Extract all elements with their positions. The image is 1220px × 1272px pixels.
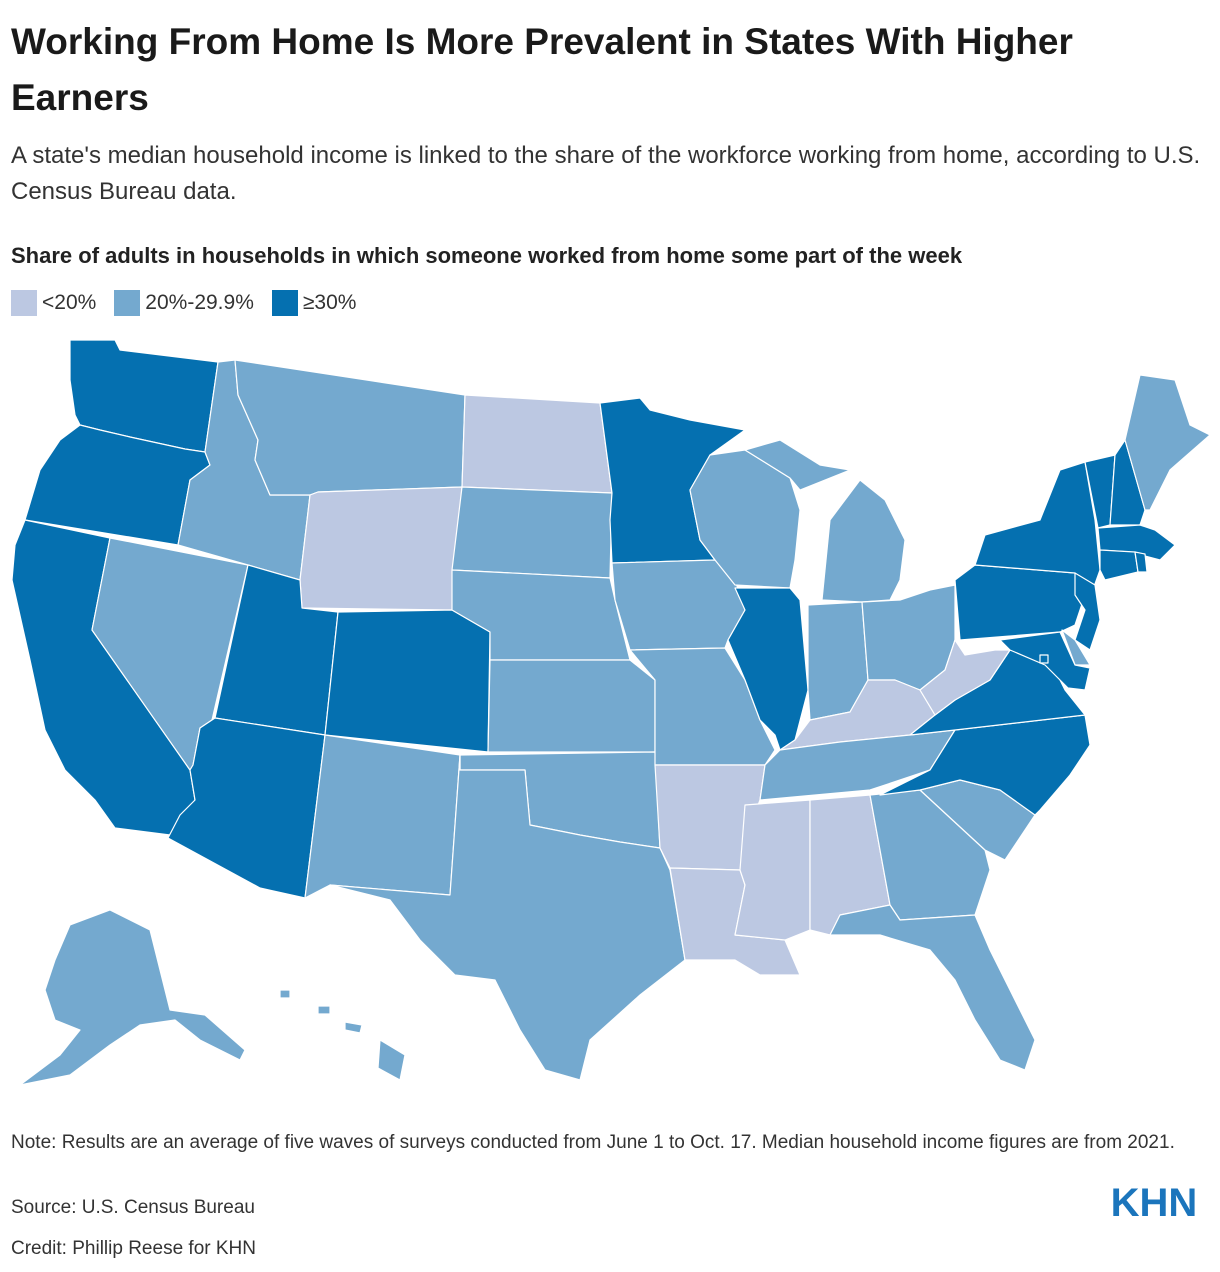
footnote: Note: Results are an average of five wav… <box>11 1132 1175 1153</box>
chart-title: Working From Home Is More Prevalent in S… <box>11 21 1073 118</box>
state-KS[interactable] <box>487 659 656 753</box>
state-AK[interactable] <box>19 909 246 1086</box>
state-MI[interactable] <box>744 439 906 603</box>
us-choropleth-map <box>11 339 1211 1086</box>
state-MS[interactable] <box>734 799 811 941</box>
credit-line: Credit: Phillip Reese for KHN <box>11 1238 256 1259</box>
state-CO[interactable] <box>324 609 491 753</box>
legend-item-mid: 20%-29.9% <box>114 290 254 316</box>
legend-item-low: <20% <box>11 290 96 316</box>
khn-logo-icon[interactable]: KHN <box>1108 1183 1200 1221</box>
state-FL[interactable] <box>829 904 1036 1071</box>
state-PA[interactable] <box>954 564 1086 641</box>
state-DC[interactable] <box>1039 654 1049 664</box>
state-SD[interactable] <box>451 486 613 579</box>
state-ND[interactable] <box>461 394 613 494</box>
legend-label-high: ≥30% <box>302 291 357 314</box>
source-line: Source: U.S. Census Bureau <box>11 1197 255 1218</box>
legend-label-low: <20% <box>42 291 97 314</box>
map-heading: Share of adults in households in which s… <box>11 243 963 268</box>
state-WI[interactable] <box>689 449 801 589</box>
state-NJ[interactable] <box>1074 572 1101 651</box>
state-CT[interactable] <box>1099 549 1139 581</box>
state-ME[interactable] <box>1124 374 1211 511</box>
legend-item-high: ≥30% <box>271 290 357 316</box>
state-HI[interactable] <box>279 989 406 1081</box>
chart-subtitle: A state's median household income is lin… <box>11 142 1201 205</box>
state-DE[interactable] <box>1061 629 1091 666</box>
legend: <20% 20%-29.9% ≥30% <box>11 290 374 316</box>
state-WY[interactable] <box>299 486 463 611</box>
legend-swatch-low-icon <box>11 290 37 316</box>
state-IL[interactable] <box>727 587 809 751</box>
legend-swatch-high-icon <box>271 290 298 316</box>
state-MO[interactable] <box>629 647 776 766</box>
khn-logo-text: KHN <box>1111 1183 1198 1221</box>
state-TX[interactable] <box>329 754 686 1081</box>
state-NM[interactable] <box>304 734 461 899</box>
legend-swatch-mid-icon <box>114 290 141 316</box>
state-NH[interactable] <box>1109 439 1146 526</box>
legend-label-mid: 20%-29.9% <box>145 291 254 314</box>
state-RI[interactable] <box>1134 551 1148 573</box>
state-WV[interactable] <box>919 639 1011 716</box>
state-MT[interactable] <box>234 359 466 496</box>
